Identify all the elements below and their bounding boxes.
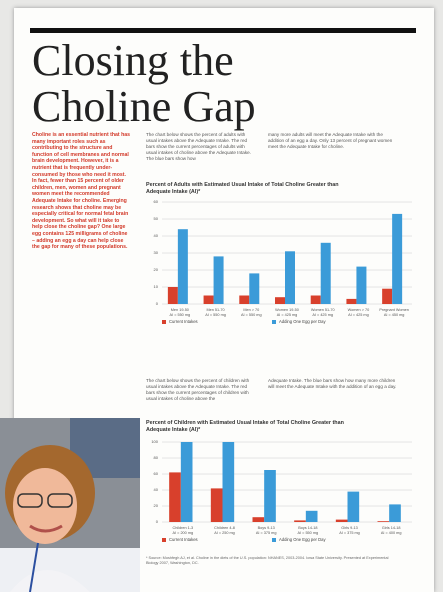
legend-label: Adding One Egg per Day xyxy=(279,319,326,324)
footnote: * Source: Moshfegh AJ, et al. Choline in… xyxy=(146,556,389,565)
x-tick-label: Children 1-3 AI = 200 mg xyxy=(172,526,193,535)
bar xyxy=(346,298,357,304)
x-tick-label: Children 4-8 AI = 250 mg xyxy=(214,526,235,535)
x-tick-label: Women > 70 AI = 425 mg xyxy=(348,308,370,317)
y-tick-label: 100 xyxy=(151,439,158,444)
bar xyxy=(252,517,265,522)
bar xyxy=(305,510,318,522)
y-tick-label: 0 xyxy=(156,301,159,306)
x-tick-label: Girls 9-13 AI = 375 mg xyxy=(339,526,360,535)
y-tick-label: 30 xyxy=(154,250,159,255)
bar xyxy=(177,229,188,304)
x-tick-label: Men 51-70 AI = 550 mg xyxy=(205,308,226,317)
legend-label: Adding One Egg per Day xyxy=(279,537,326,542)
photo xyxy=(0,418,140,592)
section-text: Adequate Intake. The blue bars show how … xyxy=(268,378,397,389)
y-tick-label: 60 xyxy=(154,471,159,476)
x-tick-label: Women 19-50 AI = 425 mg xyxy=(275,308,299,317)
bar xyxy=(222,442,235,522)
bar xyxy=(275,297,285,304)
top-rule xyxy=(30,28,416,33)
legend-swatch xyxy=(272,320,276,324)
x-tick-label: Pregnant Women AI = 450 mg xyxy=(379,308,408,317)
bar xyxy=(239,295,250,304)
section-text: many more adults will meet the Adequate … xyxy=(268,132,393,149)
bar xyxy=(285,251,295,304)
x-tick-label: Women 51-70 AI = 425 mg xyxy=(311,308,335,317)
bar xyxy=(377,521,390,522)
legend-label: Current Intakes xyxy=(169,537,198,542)
legend-swatch xyxy=(272,538,276,542)
y-tick-label: 40 xyxy=(154,233,159,238)
bar xyxy=(203,295,214,304)
y-tick-label: 0 xyxy=(156,519,159,524)
bar xyxy=(335,519,348,522)
bar xyxy=(210,488,223,522)
bar xyxy=(389,504,401,522)
section-text: The chart below shows the percent of chi… xyxy=(146,378,250,401)
bar xyxy=(213,256,224,304)
bar xyxy=(249,273,260,304)
y-tick-label: 60 xyxy=(154,199,159,204)
x-tick-label: Boys 14-18 AI = 550 mg xyxy=(298,526,319,535)
bar xyxy=(167,287,178,304)
bar xyxy=(294,520,306,522)
y-tick-label: 50 xyxy=(154,216,159,221)
legend-swatch xyxy=(162,538,166,542)
x-tick-label: Men 19-50 AI = 550 mg xyxy=(170,308,191,317)
bar xyxy=(180,442,193,522)
bar xyxy=(392,213,403,304)
chart: 0 20 40 60 80 100 Children 1-3 AI = 200 mg Child… xyxy=(151,439,412,542)
legend-label: Current Intakes xyxy=(169,319,198,324)
bar xyxy=(169,472,181,522)
chart-title: Percent of Adults with Estimated Usual I… xyxy=(146,182,339,195)
bar xyxy=(347,491,360,522)
x-tick-label: Girls 14-18 AI = 400 mg xyxy=(381,526,402,535)
bar xyxy=(382,288,393,304)
bar xyxy=(310,295,321,304)
section-text: The chart below shows the percent of adu… xyxy=(146,132,251,161)
y-tick-label: 80 xyxy=(154,455,159,460)
title: Closing the Choline Gap xyxy=(32,36,256,131)
chart-title: Percent of Children with Estimated Usual… xyxy=(146,420,344,433)
y-tick-label: 20 xyxy=(154,267,159,272)
y-tick-label: 10 xyxy=(154,284,159,289)
x-tick-label: Boys 9-13 AI = 375 mg xyxy=(256,526,277,535)
legend-swatch xyxy=(162,320,166,324)
bar xyxy=(264,470,276,522)
bar xyxy=(320,242,331,304)
x-tick-label: Men > 70 AI = 550 mg xyxy=(241,308,262,317)
intro: Choline is an essential nutrient that ha… xyxy=(32,132,131,251)
y-tick-label: 20 xyxy=(154,503,159,508)
y-tick-label: 40 xyxy=(154,487,159,492)
chart: 0 10 20 30 40 50 60 Men 19-50 AI = 550 mg Men 51-… xyxy=(154,199,412,324)
bar xyxy=(356,266,367,304)
